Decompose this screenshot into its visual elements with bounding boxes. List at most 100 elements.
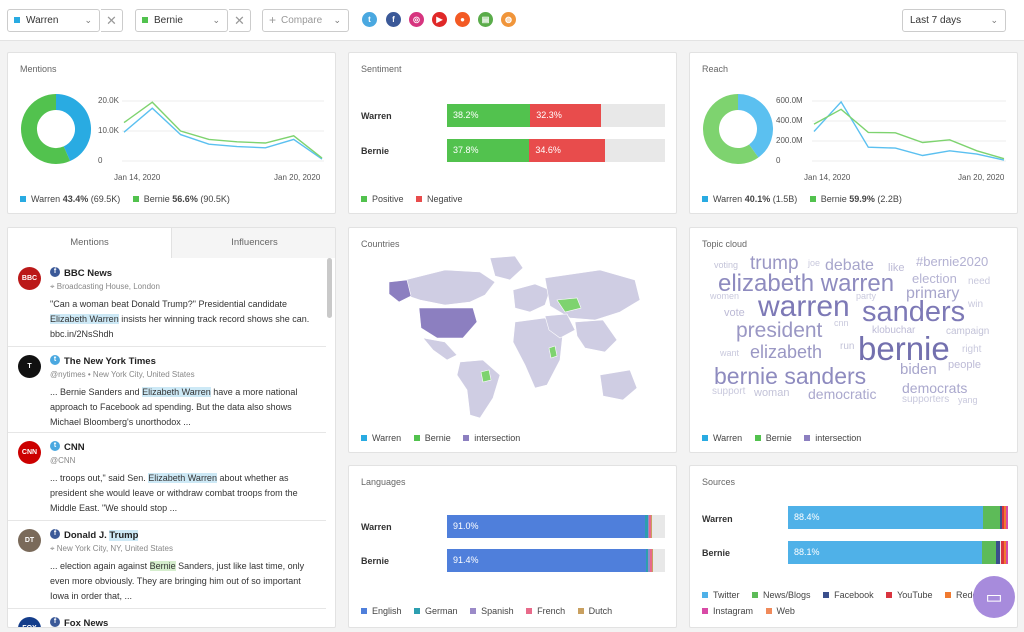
feed-post[interactable]: DT f Donald J. Trump ⌖ New York City, NY,… [8, 521, 326, 609]
bar-segment[interactable]: 88.4% [788, 506, 983, 529]
bar-segment[interactable] [647, 515, 650, 538]
post-author[interactable]: f Donald J. Trump [50, 529, 139, 541]
negative-segment[interactable]: 34.6% [529, 139, 605, 162]
donut-slice[interactable] [55, 94, 91, 162]
bar-segment[interactable]: 88.1% [788, 541, 982, 564]
topic-word[interactable]: campaign [946, 326, 990, 337]
post-author[interactable]: f Fox News [50, 617, 108, 627]
topic-word[interactable]: people [948, 359, 982, 371]
positive-segment[interactable]: 37.8% [447, 139, 530, 162]
topic-word[interactable]: primary [906, 285, 960, 302]
donut-slice[interactable] [703, 94, 759, 164]
topic-word[interactable]: like [888, 262, 905, 274]
topic-word[interactable]: democratic [808, 386, 877, 402]
donut-slice[interactable] [21, 94, 71, 164]
topic-word[interactable]: need [968, 276, 991, 287]
sentiment-bar-warren[interactable]: 38.2% 32.3% [447, 104, 665, 127]
topic-word[interactable]: klobuchar [872, 325, 916, 336]
positive-segment[interactable]: 38.2% [447, 104, 531, 127]
topic-word[interactable]: warren [758, 290, 850, 323]
bar-segment[interactable] [1004, 506, 1007, 529]
topic-word[interactable]: voting [714, 260, 739, 270]
post-author[interactable]: t CNN [50, 441, 85, 453]
topic-word[interactable]: party [856, 291, 877, 301]
topic-word[interactable]: vote [724, 307, 745, 319]
feed-post[interactable]: BBC f BBC News ⌖ Broadcasting House, Lond… [8, 259, 326, 347]
post-author[interactable]: f BBC News [50, 267, 112, 279]
topic-word[interactable]: women [710, 291, 740, 301]
feed-scrollbar[interactable] [327, 258, 332, 318]
sources-bar-warren[interactable]: 88.4% [788, 506, 1008, 529]
period-select[interactable]: Last 7 days ⌄ [902, 9, 1006, 32]
series-line-warren[interactable] [813, 100, 1005, 161]
topic-word[interactable]: yang [958, 395, 978, 405]
bar-segment[interactable]: 91.4% [447, 549, 647, 572]
bar-segment[interactable] [1000, 506, 1002, 529]
topic-word[interactable]: supporters [902, 394, 950, 405]
bar-segment[interactable] [651, 515, 665, 538]
topic-word[interactable]: biden [900, 361, 937, 378]
remove-bernie-button[interactable]: ✕ [229, 9, 251, 32]
bar-segment[interactable] [646, 549, 649, 572]
sentiment-bar-bernie[interactable]: 37.8% 34.6% [447, 139, 665, 162]
topic-word[interactable]: cnn [834, 318, 849, 328]
bar-segment[interactable] [649, 515, 651, 538]
youtube-icon[interactable]: ▶ [432, 12, 447, 27]
topic-word[interactable]: elizabeth [750, 342, 823, 362]
feed-post[interactable]: T t The New York Times @nytimes • New Yor… [8, 347, 326, 433]
bar-segment[interactable] [648, 549, 650, 572]
remove-warren-button[interactable]: ✕ [101, 9, 123, 32]
topic-word[interactable]: election [912, 271, 957, 286]
bar-segment[interactable] [650, 515, 652, 538]
series-line-bernie[interactable] [123, 101, 323, 159]
sources-bar-bernie[interactable]: 88.1% [788, 541, 1008, 564]
tab-mentions[interactable]: Mentions [8, 228, 172, 258]
news-icon[interactable]: ▤ [478, 12, 493, 27]
warren-filter-select[interactable]: Warren ⌄ [7, 9, 100, 32]
topic-word[interactable]: support [712, 386, 746, 397]
bar-segment[interactable] [981, 541, 997, 564]
post-author[interactable]: t The New York Times [50, 355, 156, 367]
topic-word[interactable]: win [968, 299, 984, 310]
bar-segment[interactable] [1003, 541, 1006, 564]
topic-word[interactable]: run [840, 341, 855, 352]
languages-bar-bernie[interactable]: 91.4% [447, 549, 665, 572]
topic-word[interactable]: sanders [862, 296, 966, 328]
topic-word[interactable]: woman [754, 387, 790, 399]
languages-bar-warren[interactable]: 91.0% [447, 515, 665, 538]
bar-segment[interactable] [1001, 506, 1004, 529]
bar-segment[interactable]: 91.0% [447, 515, 646, 538]
instagram-icon[interactable]: ◎ [409, 12, 424, 27]
bar-segment[interactable] [650, 549, 652, 572]
bar-segment[interactable] [982, 506, 1001, 529]
world-map[interactable] [385, 250, 645, 422]
reddit-icon[interactable]: ● [455, 12, 470, 27]
topic-word[interactable]: trump [750, 253, 799, 274]
topic-word[interactable]: right [962, 344, 982, 355]
topic-word[interactable]: joe [808, 258, 821, 268]
twitter-icon[interactable]: t [362, 12, 377, 27]
donut-slice[interactable] [737, 94, 773, 158]
chat-button[interactable]: ▭ [973, 576, 1015, 618]
web-icon[interactable]: ◍ [501, 12, 516, 27]
bar-segment[interactable] [651, 549, 653, 572]
bar-segment[interactable] [1006, 506, 1008, 529]
topic-word[interactable]: democrats [902, 380, 968, 396]
negative-segment[interactable]: 32.3% [530, 104, 601, 127]
bernie-filter-select[interactable]: Bernie ⌄ [135, 9, 228, 32]
topic-word[interactable]: want [720, 348, 740, 358]
bar-segment[interactable] [1006, 541, 1008, 564]
bar-segment[interactable] [645, 515, 648, 538]
series-line-bernie[interactable] [813, 108, 1005, 160]
series-line-warren[interactable] [123, 107, 323, 160]
bar-segment[interactable] [1000, 541, 1004, 564]
bar-segment[interactable] [996, 541, 1001, 564]
feed-post[interactable]: CNN t CNN @CNN ... troops out," said Sen.… [8, 433, 326, 521]
topic-word[interactable]: #bernie2020 [916, 254, 989, 269]
tab-influencers[interactable]: Influencers [172, 228, 335, 258]
topic-word[interactable]: president [736, 319, 823, 342]
bar-segment[interactable] [652, 549, 665, 572]
topic-word[interactable]: debate [825, 257, 874, 274]
topic-word[interactable]: bernie [858, 330, 950, 367]
topic-word[interactable]: bernie sanders [714, 363, 867, 389]
